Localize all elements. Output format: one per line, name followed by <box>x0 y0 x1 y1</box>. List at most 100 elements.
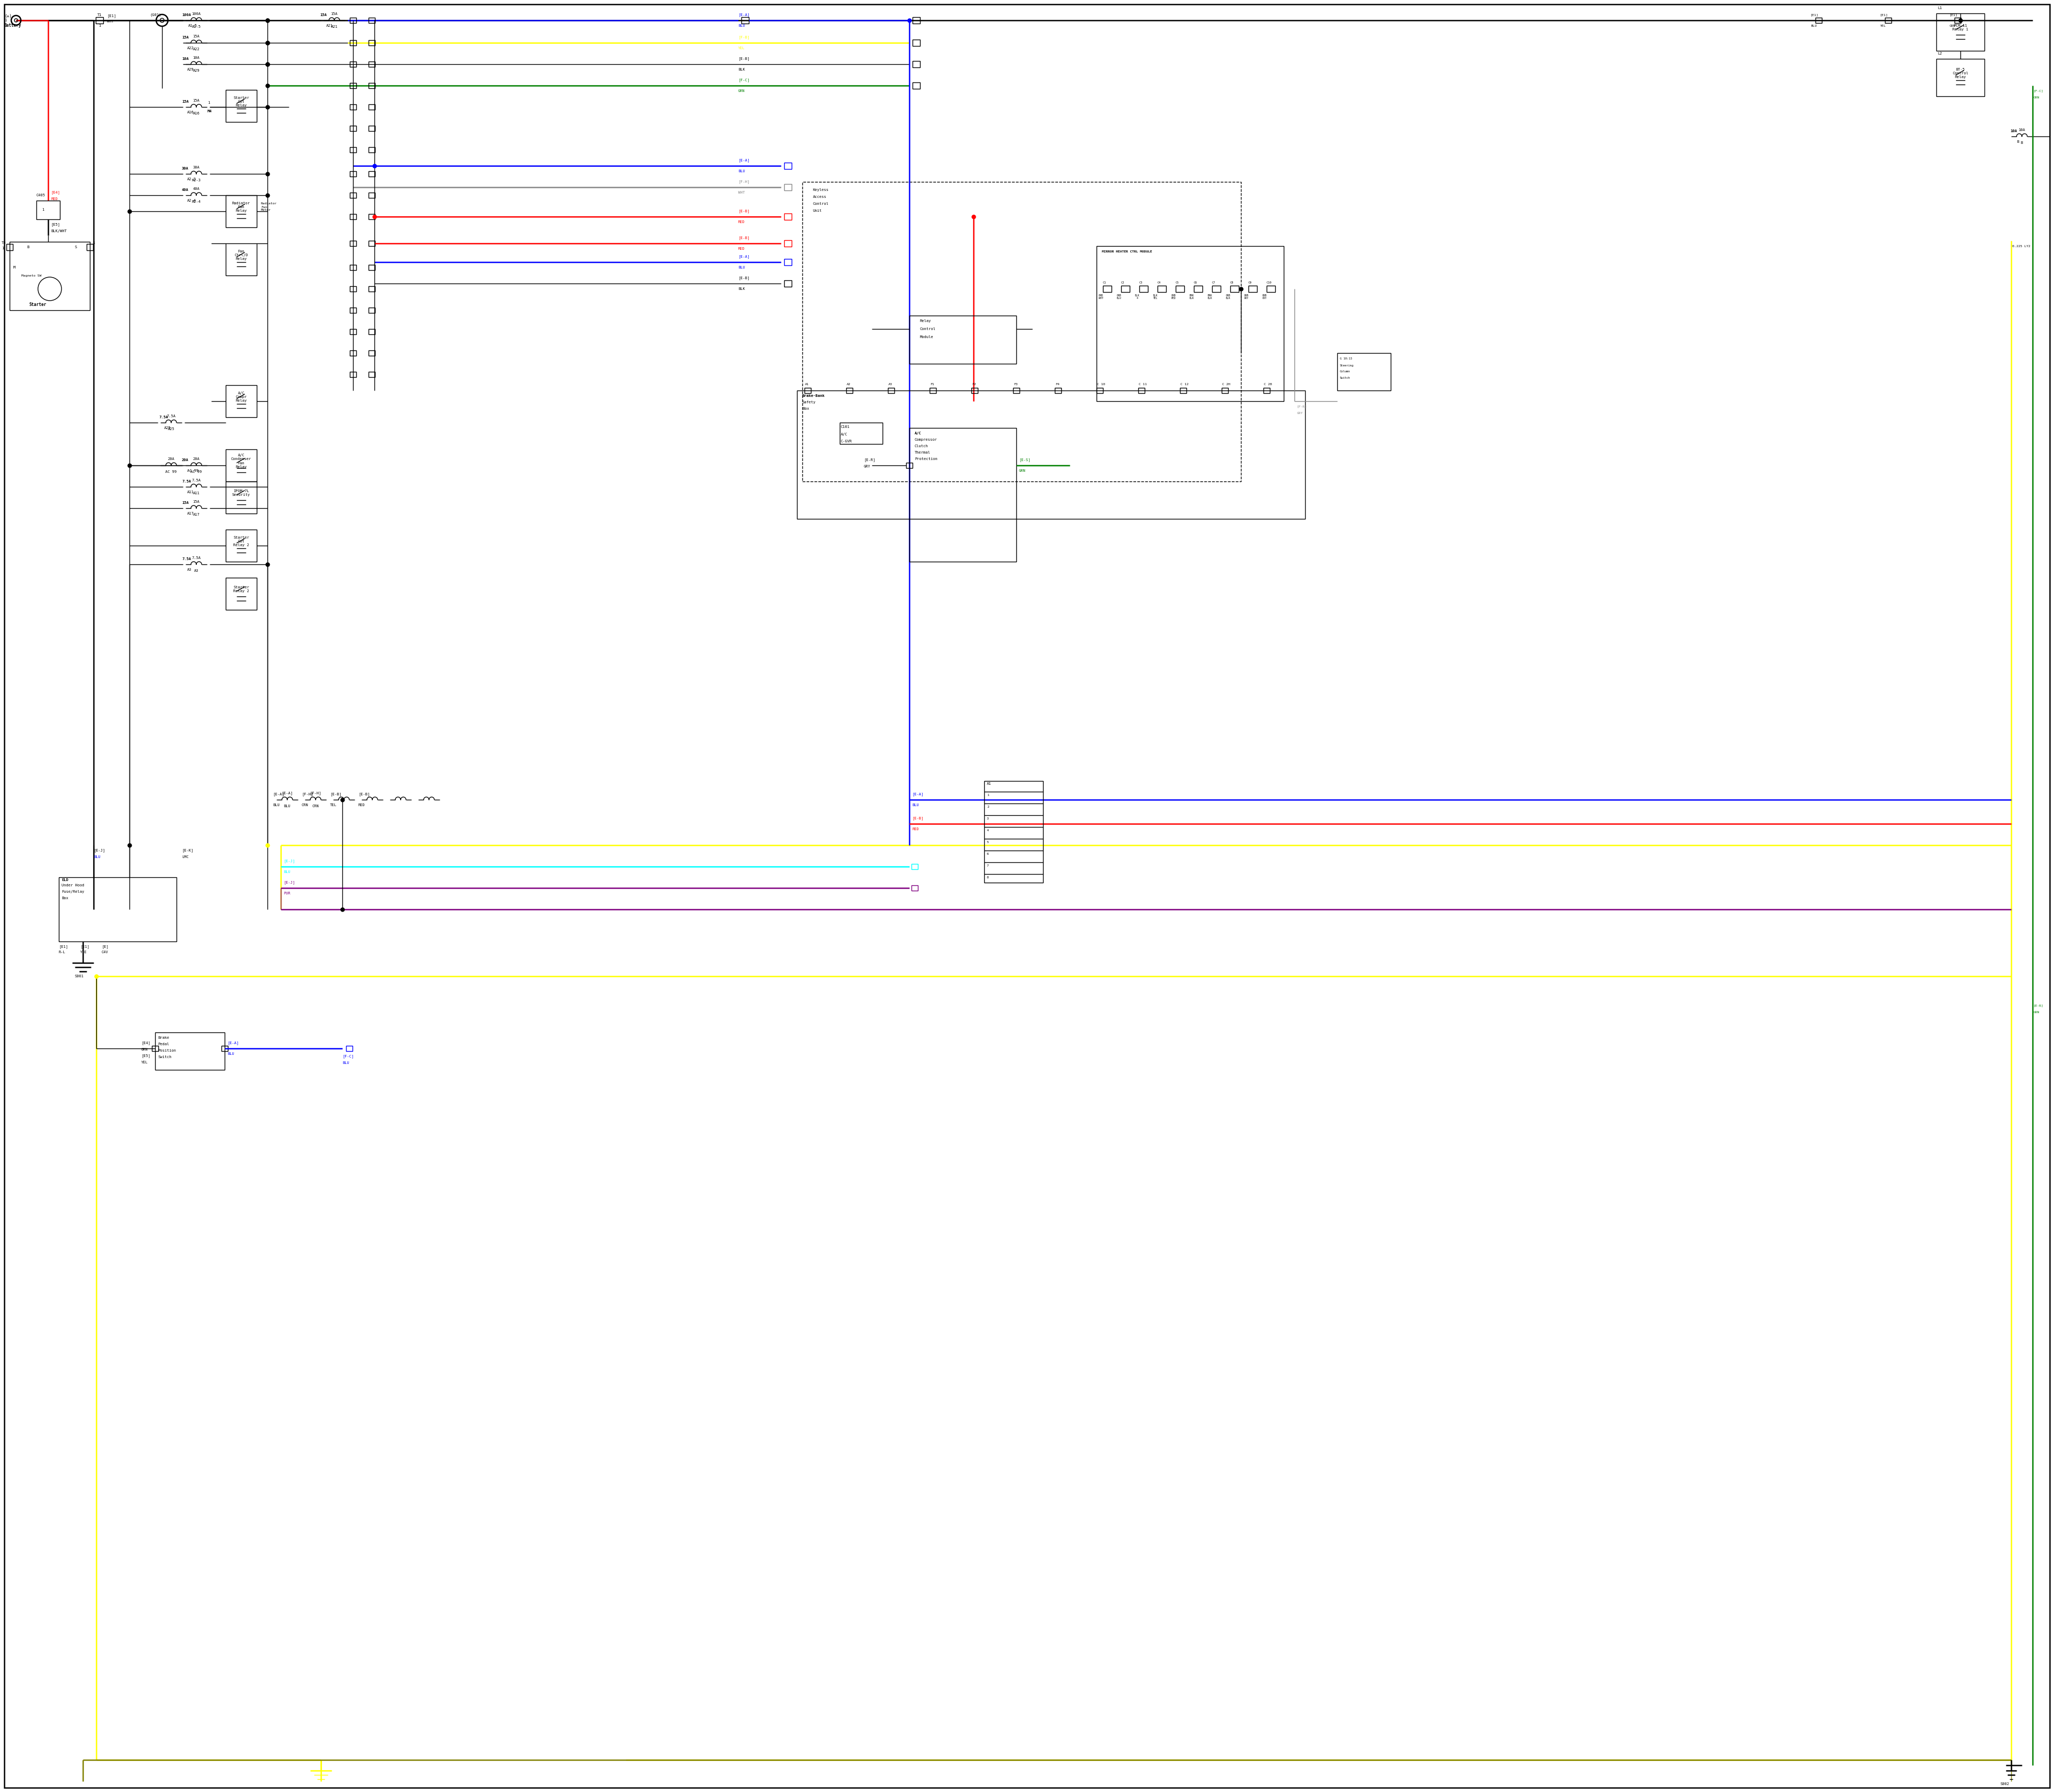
Bar <box>368 351 376 357</box>
Text: S001: S001 <box>74 975 84 978</box>
Text: [F-B]: [F-B] <box>737 36 750 39</box>
Text: [F-H]: [F-H] <box>310 792 320 796</box>
Bar <box>226 244 257 276</box>
Text: C 12: C 12 <box>1181 383 1189 385</box>
Text: [E-A]: [E-A] <box>737 13 750 16</box>
Text: Safety: Safety <box>803 401 815 403</box>
Bar <box>152 1047 158 1052</box>
Text: 15A: 15A <box>193 99 199 102</box>
Text: A/C: A/C <box>840 432 848 435</box>
Text: 20A: 20A <box>193 457 199 461</box>
Text: 7.5A: 7.5A <box>191 478 201 482</box>
Bar <box>368 265 376 271</box>
Text: 100A: 100A <box>191 13 201 16</box>
Bar <box>368 308 376 314</box>
Bar <box>930 387 937 392</box>
Bar <box>984 781 1043 883</box>
Text: BLU: BLU <box>912 803 918 806</box>
Text: BLU: BLU <box>737 23 746 27</box>
Text: GRN: GRN <box>142 1048 148 1052</box>
Text: YEL: YEL <box>1879 25 1886 27</box>
Bar <box>1937 13 1984 50</box>
Text: [E-B]: [E-B] <box>737 210 750 213</box>
Text: A29: A29 <box>187 68 193 72</box>
Text: Magneto SW: Magneto SW <box>21 274 41 276</box>
Text: T1: T1 <box>97 13 103 16</box>
Text: F4: F4 <box>1056 383 1060 385</box>
Text: 15A: 15A <box>183 502 189 504</box>
Bar <box>1337 353 1391 391</box>
Text: [E1]: [E1] <box>1879 14 1888 16</box>
Text: A16: A16 <box>193 111 199 115</box>
Text: 40A: 40A <box>183 188 189 192</box>
Bar <box>349 147 355 152</box>
Bar <box>226 385 257 418</box>
Text: GRN: GRN <box>737 90 746 93</box>
Text: C9: C9 <box>1249 281 1253 283</box>
Text: [E]: [E] <box>101 944 109 948</box>
Bar <box>368 287 376 292</box>
Bar <box>1193 285 1202 292</box>
Text: Fan
Ctrl/D
Relay: Fan Ctrl/D Relay <box>234 249 249 260</box>
Text: [E-K]: [E-K] <box>183 849 193 853</box>
Text: C4V: C4V <box>101 950 109 953</box>
Bar <box>1955 18 1962 23</box>
Text: Starter
Cut
Relay: Starter Cut Relay <box>234 97 249 108</box>
Text: BLU: BLU <box>1812 25 1816 27</box>
Text: Starter: Starter <box>29 303 47 306</box>
Bar <box>785 185 791 190</box>
Text: ORB
BLK: ORB BLK <box>1226 294 1230 299</box>
Text: A17: A17 <box>187 513 193 514</box>
Text: [E-A]: [E-A] <box>737 159 750 163</box>
Text: 100A: 100A <box>183 13 191 16</box>
Text: [E1]: [E1] <box>1812 14 1818 16</box>
Text: [E1]: [E1] <box>107 14 117 18</box>
Text: C5: C5 <box>1175 281 1179 283</box>
Bar <box>1056 387 1062 392</box>
Bar <box>785 258 791 265</box>
Text: Fuse/Relay: Fuse/Relay <box>62 891 84 894</box>
Bar <box>1103 285 1111 292</box>
Text: 7.5A: 7.5A <box>183 557 191 561</box>
Text: C1: C1 <box>1103 281 1107 283</box>
Text: Position: Position <box>158 1048 177 1052</box>
Bar <box>368 172 376 177</box>
Text: L1: L1 <box>1937 7 1941 9</box>
Text: BLK/WHT: BLK/WHT <box>51 229 66 233</box>
Text: Keyless: Keyless <box>813 188 830 192</box>
Text: C101: C101 <box>840 425 850 428</box>
Text: C3: C3 <box>1140 281 1142 283</box>
Text: B: B <box>2021 142 2023 145</box>
Bar <box>345 1047 353 1052</box>
Text: A3: A3 <box>889 383 893 385</box>
Text: A1-5: A1-5 <box>191 25 201 29</box>
Text: 7.5A: 7.5A <box>158 416 168 419</box>
Bar <box>368 147 376 152</box>
Text: A25: A25 <box>164 426 170 430</box>
Text: BRK
BLK: BRK BLK <box>1189 294 1193 299</box>
Bar <box>785 240 791 247</box>
Text: 10A: 10A <box>193 56 199 59</box>
Text: B: B <box>27 246 29 249</box>
Text: [F-C]: [F-C] <box>737 79 750 82</box>
Bar <box>912 61 920 68</box>
Text: GRN: GRN <box>1949 25 1955 27</box>
Bar <box>1222 387 1228 392</box>
Text: [E-B]: [E-B] <box>737 276 750 280</box>
Bar <box>226 450 257 482</box>
Text: Radiator: Radiator <box>261 202 277 204</box>
Text: C2: C2 <box>1121 281 1126 283</box>
Text: C10: C10 <box>1267 281 1271 283</box>
Text: A3: A3 <box>187 568 191 572</box>
Bar <box>1121 285 1130 292</box>
Text: R-L: R-L <box>60 950 66 953</box>
Bar <box>1097 246 1284 401</box>
Text: [E1]: [E1] <box>80 944 88 948</box>
Text: A2-3: A2-3 <box>191 179 201 181</box>
Text: PUR: PUR <box>283 892 290 894</box>
Text: L2: L2 <box>1937 52 1941 56</box>
Text: BLU: BLU <box>273 803 279 806</box>
Text: C-GVR: C-GVR <box>840 439 852 443</box>
Text: Y-E: Y-E <box>80 950 86 953</box>
Bar <box>906 462 912 468</box>
